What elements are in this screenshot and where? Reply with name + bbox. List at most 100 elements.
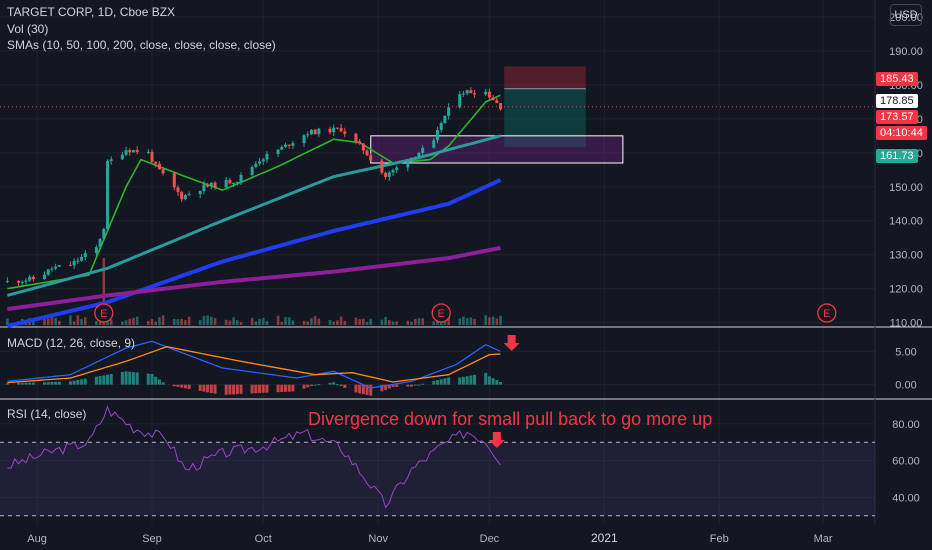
volume-bar bbox=[124, 320, 128, 325]
candle-body bbox=[343, 131, 347, 134]
candle-body bbox=[436, 129, 439, 141]
macd-histogram-bar bbox=[309, 384, 313, 386]
macd-pane-title[interactable]: MACD (12, 26, close, 9) bbox=[7, 336, 136, 350]
macd-histogram-bar bbox=[384, 384, 388, 390]
macd-histogram-bar bbox=[154, 376, 158, 385]
candle-body bbox=[421, 147, 425, 153]
candle-body bbox=[335, 127, 339, 129]
macd-histogram-bar bbox=[50, 381, 54, 385]
macd-histogram-bar bbox=[80, 379, 84, 385]
x-tick-label: Feb bbox=[710, 533, 729, 545]
candle-body bbox=[469, 90, 473, 94]
candle-body bbox=[102, 229, 106, 239]
macd-histogram-bar bbox=[17, 382, 21, 385]
volume-bar bbox=[180, 318, 183, 325]
volume-bar bbox=[6, 318, 9, 325]
x-tick-label: Dec bbox=[480, 533, 500, 545]
volume-bar bbox=[484, 315, 487, 325]
volume-bar bbox=[102, 258, 106, 325]
volume-bar bbox=[369, 318, 373, 325]
volume-bar bbox=[343, 320, 347, 325]
volume-bar bbox=[284, 317, 287, 325]
volume-bar bbox=[176, 318, 180, 325]
macd-histogram-bar bbox=[228, 384, 232, 395]
candle-body bbox=[254, 163, 258, 167]
volume-bar bbox=[276, 315, 280, 325]
macd-histogram-bar bbox=[447, 377, 451, 385]
stop-price-tag: 161.73 bbox=[876, 149, 918, 163]
candle-body bbox=[317, 128, 321, 135]
candle-body bbox=[135, 150, 139, 153]
macd-histogram-bar bbox=[42, 382, 46, 385]
macd-histogram-bar bbox=[491, 378, 495, 385]
candle-body bbox=[265, 153, 269, 160]
volume-bar bbox=[339, 316, 343, 325]
candle-body bbox=[380, 160, 384, 173]
macd-histogram-bar bbox=[106, 374, 110, 385]
candle-body bbox=[235, 181, 239, 183]
macd-histogram-bar bbox=[335, 384, 339, 386]
volume-bar bbox=[365, 321, 369, 325]
candle-body bbox=[465, 90, 469, 94]
volume-bar bbox=[432, 321, 436, 325]
y-tick-label: 150.00 bbox=[889, 182, 923, 194]
rsi-pane-title[interactable]: RSI (14, close) bbox=[7, 407, 87, 421]
symbol-legend[interactable]: TARGET CORP, 1D, Cboe BZX bbox=[7, 5, 176, 19]
candle-body bbox=[358, 141, 362, 144]
candle-body bbox=[224, 179, 228, 188]
volume-bar bbox=[447, 315, 450, 325]
volume-bar bbox=[213, 318, 217, 325]
volume-bar bbox=[362, 318, 365, 325]
macd-histogram-bar bbox=[20, 382, 24, 385]
volume-bar bbox=[254, 321, 258, 325]
volume-bar bbox=[421, 318, 424, 325]
macd-histogram-bar bbox=[343, 384, 347, 388]
macd-histogram-bar bbox=[439, 379, 443, 385]
volume-legend[interactable]: Vol (30) bbox=[7, 22, 49, 36]
volume-bar bbox=[98, 318, 102, 325]
volume-bar bbox=[332, 321, 335, 325]
volume-bar bbox=[358, 319, 361, 325]
volume-bar bbox=[72, 321, 76, 325]
candle-body bbox=[183, 195, 187, 200]
volume-bar bbox=[499, 315, 502, 325]
macd-histogram-bar bbox=[469, 375, 473, 385]
macd-histogram-bar bbox=[57, 381, 61, 385]
volume-bar bbox=[58, 320, 61, 325]
x-tick-label: Aug bbox=[27, 533, 47, 545]
volume-bar bbox=[154, 321, 158, 325]
candle-body bbox=[395, 167, 399, 171]
macd-histogram-bar bbox=[202, 384, 206, 392]
macd-histogram-bar bbox=[5, 383, 9, 385]
macd-histogram-bar bbox=[261, 384, 265, 393]
macd-histogram-bar bbox=[102, 375, 106, 385]
candle-body bbox=[94, 247, 98, 254]
macd-histogram-bar bbox=[317, 384, 321, 386]
sma-legend[interactable]: SMAs (10, 50, 100, 200, close, close, cl… bbox=[7, 38, 276, 52]
volume-bar bbox=[280, 321, 284, 325]
earnings-marker-label: E bbox=[823, 308, 830, 320]
volume-bar bbox=[239, 321, 243, 325]
candle-body bbox=[68, 265, 72, 267]
macd-histogram-bar bbox=[380, 384, 384, 392]
volume-bar bbox=[150, 318, 154, 325]
macd-histogram-bar bbox=[120, 372, 124, 385]
entry-price-tag: 178.85 bbox=[876, 94, 918, 108]
currency-button[interactable]: USD bbox=[890, 4, 922, 26]
y-tick-label: 140.00 bbox=[889, 216, 923, 228]
volume-bar bbox=[76, 315, 80, 325]
candle-body bbox=[443, 115, 447, 124]
volume-bar bbox=[354, 317, 358, 325]
candle-body bbox=[50, 268, 54, 270]
candle-body bbox=[57, 265, 61, 267]
candle-body bbox=[495, 100, 499, 104]
candle-body bbox=[76, 260, 80, 262]
candle-body bbox=[309, 129, 313, 135]
macd-histogram-bar bbox=[198, 384, 202, 391]
volume-bar bbox=[32, 320, 35, 325]
macd-histogram-bar bbox=[487, 376, 491, 385]
y-tick-label: 5.00 bbox=[895, 346, 916, 358]
candle-body bbox=[439, 123, 443, 130]
volume-bar bbox=[388, 320, 391, 325]
